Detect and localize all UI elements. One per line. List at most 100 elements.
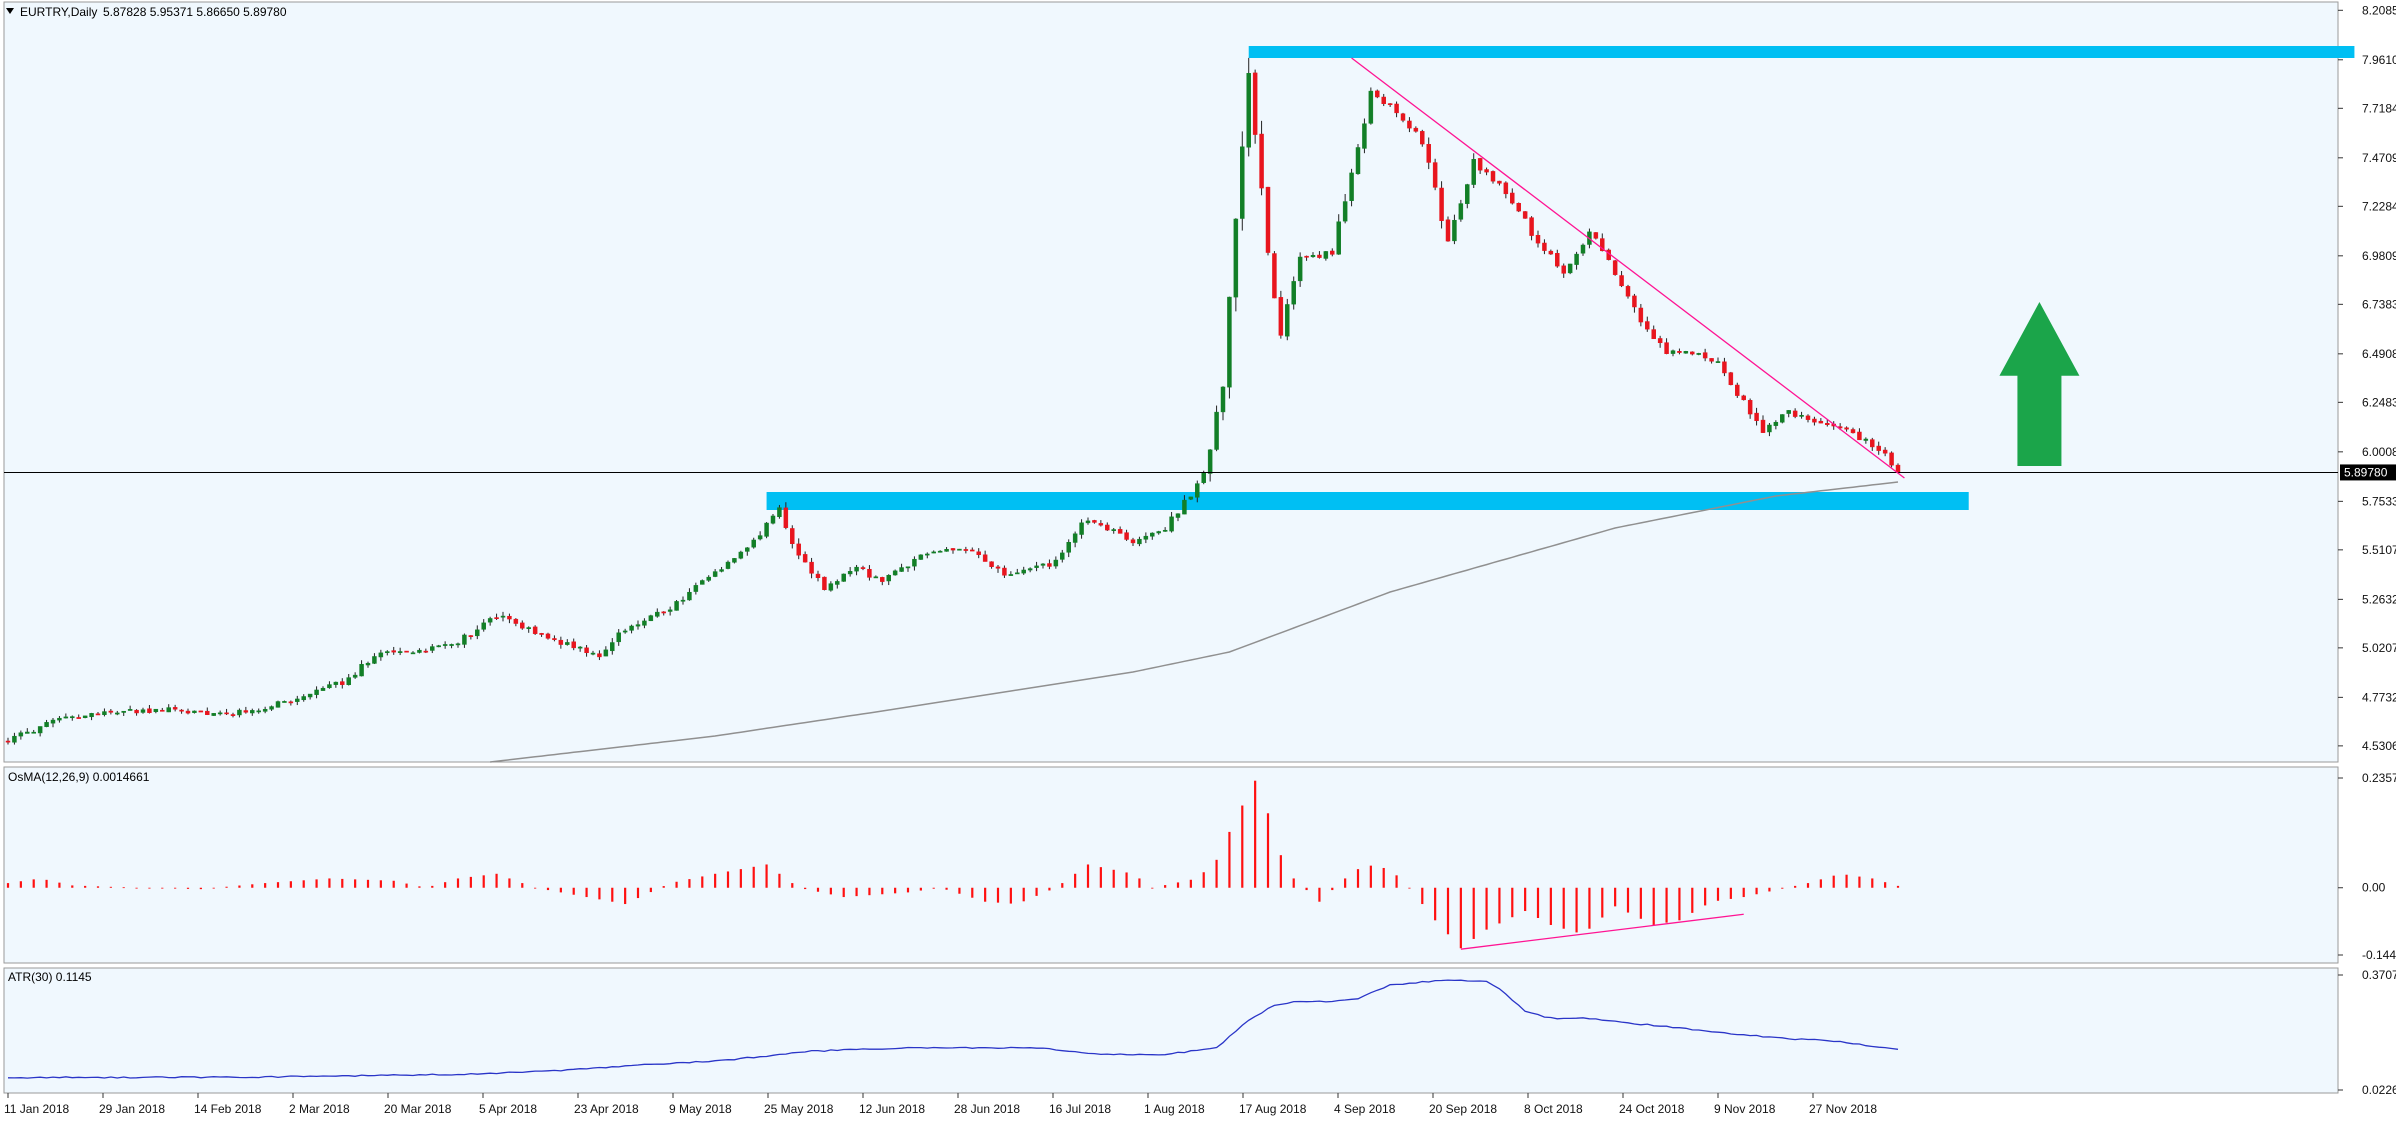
candle-body bbox=[507, 615, 512, 620]
candle bbox=[301, 694, 306, 702]
candle-body bbox=[1027, 568, 1033, 571]
candle-body bbox=[1394, 103, 1399, 114]
candle bbox=[295, 695, 300, 706]
candle bbox=[462, 633, 467, 648]
candle-body bbox=[82, 715, 88, 719]
osma-bar bbox=[984, 887, 987, 902]
candle-body bbox=[661, 611, 666, 614]
candle-body bbox=[1175, 513, 1181, 518]
candle bbox=[1040, 563, 1046, 569]
candle bbox=[1124, 529, 1129, 541]
candle-body bbox=[1465, 184, 1470, 204]
candle-body bbox=[1555, 253, 1560, 267]
candle-body bbox=[1413, 127, 1419, 132]
osma-bar bbox=[32, 879, 35, 888]
candle-body bbox=[513, 618, 519, 624]
candle-body bbox=[629, 625, 634, 631]
candle-body bbox=[841, 573, 846, 582]
candle bbox=[545, 632, 551, 640]
candle-body bbox=[552, 638, 557, 640]
candle-body bbox=[372, 656, 377, 664]
candle-body bbox=[1477, 158, 1483, 171]
candle-body bbox=[1522, 211, 1528, 219]
osma-bar bbox=[148, 887, 151, 889]
date-tick-label: 29 Jan 2018 bbox=[99, 1102, 165, 1116]
candle bbox=[410, 651, 416, 655]
candle-body bbox=[1677, 350, 1682, 353]
osma-bar bbox=[945, 887, 948, 890]
descending-trendline bbox=[1351, 57, 1905, 479]
candle-body bbox=[1291, 281, 1296, 305]
osma-bar bbox=[1884, 882, 1887, 888]
candle-body bbox=[1220, 386, 1226, 413]
candle-body bbox=[770, 515, 776, 524]
candle-body bbox=[1240, 146, 1245, 219]
candle-body bbox=[1567, 263, 1573, 274]
candle-body bbox=[1876, 445, 1881, 451]
candle bbox=[1818, 418, 1824, 424]
candle bbox=[1645, 316, 1650, 332]
candle-body bbox=[1381, 96, 1386, 104]
candle-body bbox=[860, 567, 866, 569]
candle bbox=[385, 650, 390, 656]
candle bbox=[757, 531, 763, 541]
osma-bar bbox=[842, 887, 845, 898]
candle bbox=[1368, 87, 1374, 125]
candle bbox=[1741, 394, 1746, 401]
candle-body bbox=[475, 629, 480, 637]
osma-divergence-line bbox=[1460, 913, 1744, 950]
candle bbox=[494, 613, 499, 620]
candle-body bbox=[1735, 384, 1740, 396]
osma-bar bbox=[1318, 887, 1321, 902]
candle bbox=[500, 611, 506, 622]
candle-body bbox=[642, 620, 647, 626]
candle bbox=[1182, 495, 1187, 515]
candle bbox=[712, 569, 718, 578]
candle-body bbox=[340, 681, 345, 685]
osma-bar bbox=[238, 885, 241, 888]
osma-bar bbox=[624, 887, 627, 905]
candle-body bbox=[314, 689, 319, 695]
candle bbox=[1304, 255, 1309, 261]
candle-body bbox=[835, 581, 840, 585]
candle bbox=[1567, 263, 1573, 275]
candle-body bbox=[777, 507, 782, 518]
candle bbox=[1889, 451, 1894, 468]
candle bbox=[706, 575, 711, 582]
candle bbox=[770, 513, 776, 525]
candle-body bbox=[397, 651, 403, 653]
candle-body bbox=[462, 634, 467, 645]
osma-bar bbox=[1292, 878, 1295, 888]
candle bbox=[217, 710, 223, 716]
candle-body bbox=[1400, 113, 1406, 121]
candle bbox=[1709, 358, 1714, 364]
candle-body bbox=[520, 622, 525, 629]
osma-bar bbox=[996, 887, 1000, 903]
osma-bar bbox=[1369, 865, 1372, 888]
candle bbox=[732, 558, 737, 564]
atr-pane-background bbox=[3, 967, 2339, 1094]
candle-body bbox=[230, 714, 236, 716]
candle bbox=[115, 710, 120, 716]
candle bbox=[622, 628, 628, 634]
osma-bar bbox=[302, 880, 305, 888]
price-tick-label: 7.96105 bbox=[2362, 53, 2396, 67]
candle-body bbox=[590, 652, 596, 655]
candle bbox=[1767, 423, 1772, 437]
osma-bar bbox=[1768, 887, 1771, 892]
osma-bar bbox=[662, 886, 665, 888]
osma-bar bbox=[122, 887, 125, 889]
candle-body bbox=[57, 717, 62, 721]
candle-body bbox=[1053, 559, 1059, 567]
candle-body bbox=[256, 710, 261, 713]
candle bbox=[1503, 181, 1509, 199]
moving-average-line bbox=[490, 481, 1899, 763]
candle bbox=[211, 713, 216, 716]
candle-body bbox=[790, 528, 795, 544]
price-tick-label: 6.73835 bbox=[2362, 297, 2396, 311]
candle-body bbox=[1645, 321, 1650, 330]
candle bbox=[513, 618, 519, 627]
candle-body bbox=[545, 633, 551, 639]
candle bbox=[269, 705, 274, 711]
